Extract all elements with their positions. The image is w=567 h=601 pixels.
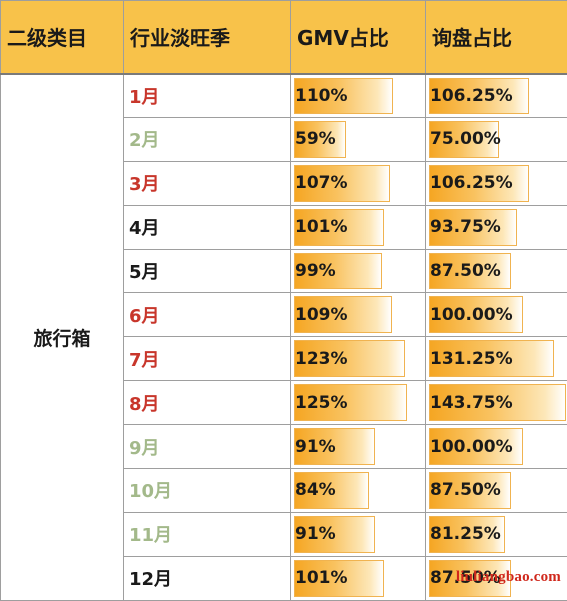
gmv-share-cell[interactable]: 91% [291,512,426,556]
gmv-share-value: 84% [295,480,336,500]
month-cell[interactable]: 7月 [124,337,291,381]
gmv-share-cell[interactable]: 125% [291,381,426,425]
gmv-share-cell[interactable]: 107% [291,161,426,205]
gmv-share-value: 109% [295,305,348,325]
inquiry-share-value: 81.25% [430,524,501,544]
gmv-share-value: 125% [295,393,348,413]
month-cell[interactable]: 3月 [124,161,291,205]
gmv-share-cell[interactable]: 101% [291,205,426,249]
gmv-share-cell[interactable]: 91% [291,425,426,469]
category-cell[interactable]: 旅行箱 [1,74,124,601]
inquiry-share-cell[interactable]: 106.25% [426,161,567,205]
inquiry-share-value: 87.50% [430,261,501,281]
inquiry-share-cell[interactable]: 143.75% [426,381,567,425]
gmv-share-cell[interactable]: 59% [291,117,426,161]
month-cell[interactable]: 1月 [124,74,291,118]
gmv-share-cell[interactable]: 84% [291,469,426,513]
header-season[interactable]: 行业淡旺季 [124,1,291,74]
watermark: liuliangbao.com [456,569,561,586]
gmv-share-cell[interactable]: 123% [291,337,426,381]
gmv-share-cell[interactable]: 99% [291,249,426,293]
inquiry-share-cell[interactable]: 100.00% [426,293,567,337]
gmv-share-value: 91% [295,437,336,457]
inquiry-share-cell[interactable]: 87.50% [426,469,567,513]
inquiry-share-value: 100.00% [430,305,513,325]
gmv-share-cell[interactable]: 109% [291,293,426,337]
inquiry-share-value: 143.75% [430,393,513,413]
month-cell[interactable]: 9月 [124,425,291,469]
header-row: 二级类目 行业淡旺季 GMV占比 询盘占比 [1,1,567,74]
month-cell[interactable]: 5月 [124,249,291,293]
inquiry-share-cell[interactable]: 106.25% [426,74,567,118]
inquiry-share-cell[interactable]: 93.75% [426,205,567,249]
gmv-share-value: 101% [295,217,348,237]
inquiry-share-cell[interactable]: 100.00% [426,425,567,469]
month-cell[interactable]: 8月 [124,381,291,425]
inquiry-share-value: 106.25% [430,86,513,106]
month-cell[interactable]: 11月 [124,512,291,556]
inquiry-share-value: 100.00% [430,437,513,457]
inquiry-share-value: 75.00% [430,129,501,149]
month-cell[interactable]: 4月 [124,205,291,249]
inquiry-share-value: 93.75% [430,217,501,237]
inquiry-share-value: 87.50% [430,480,501,500]
inquiry-share-cell[interactable]: 131.25% [426,337,567,381]
inquiry-share-value: 131.25% [430,349,513,369]
gmv-share-value: 91% [295,524,336,544]
gmv-share-value: 59% [295,129,336,149]
inquiry-share-cell[interactable]: 75.00% [426,117,567,161]
month-cell[interactable]: 6月 [124,293,291,337]
gmv-share-cell[interactable]: 101% [291,556,426,600]
header-category[interactable]: 二级类目 [1,1,124,74]
month-cell[interactable]: 10月 [124,469,291,513]
inquiry-share-cell[interactable]: 87.50% [426,249,567,293]
gmv-share-value: 99% [295,261,336,281]
gmv-share-cell[interactable]: 110% [291,74,426,118]
inquiry-share-value: 106.25% [430,173,513,193]
gmv-share-value: 110% [295,86,348,106]
header-gmv-share[interactable]: GMV占比 [291,1,426,74]
gmv-share-value: 107% [295,173,348,193]
gmv-share-value: 101% [295,568,348,588]
header-inquiry-share[interactable]: 询盘占比 [426,1,567,74]
month-cell[interactable]: 12月 [124,556,291,600]
month-cell[interactable]: 2月 [124,117,291,161]
inquiry-share-cell[interactable]: 81.25% [426,512,567,556]
gmv-share-value: 123% [295,349,348,369]
